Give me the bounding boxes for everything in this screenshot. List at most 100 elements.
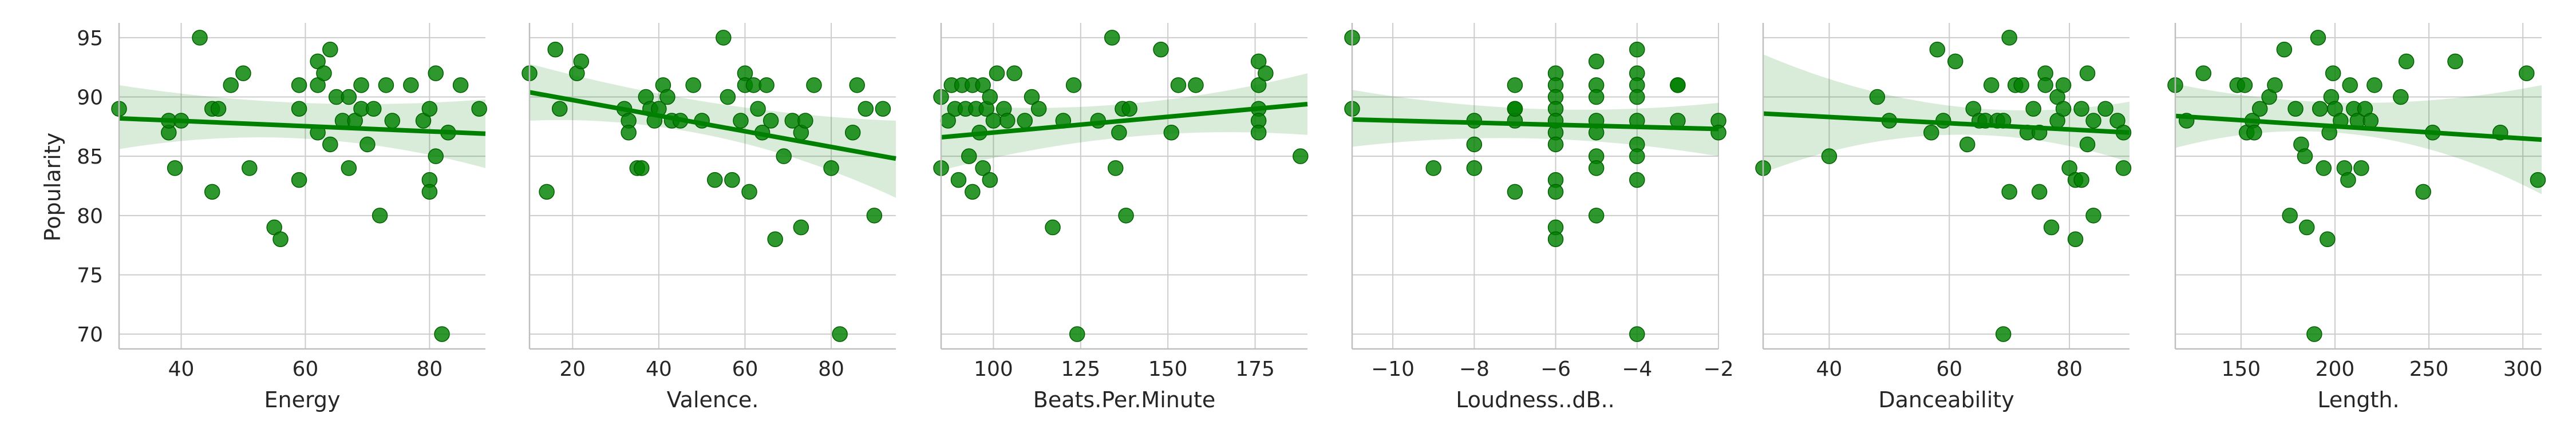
data-point	[2530, 172, 2546, 188]
x-tick-label: 80	[416, 357, 442, 381]
data-point	[975, 160, 991, 176]
data-point	[1507, 77, 1523, 93]
data-point	[316, 65, 332, 81]
data-point	[758, 77, 775, 93]
regression-line	[2175, 113, 2542, 142]
data-point	[797, 113, 813, 129]
data-point	[1069, 326, 1085, 342]
regression-line	[1763, 111, 2130, 135]
x-tick-label: 150	[1148, 357, 1188, 381]
data-point	[2340, 172, 2356, 188]
data-point	[2518, 65, 2535, 81]
x-axis-label: Length.	[2317, 387, 2399, 412]
data-point	[2298, 219, 2315, 236]
data-point	[2325, 65, 2341, 81]
data-point	[2316, 160, 2332, 176]
data-point	[1629, 148, 1645, 164]
data-point	[1045, 219, 1061, 236]
data-point	[341, 89, 357, 105]
y-tick-label: 70	[77, 323, 103, 347]
x-axis-label: Danceability	[1878, 387, 2014, 412]
data-point	[452, 77, 469, 93]
data-point	[720, 89, 736, 105]
data-point	[975, 77, 991, 93]
data-point	[1588, 89, 1605, 105]
data-point	[2246, 124, 2262, 141]
x-tick-label: 60	[293, 357, 319, 381]
data-point	[1923, 124, 1939, 141]
data-point	[999, 113, 1016, 129]
y-tick-label: 95	[77, 27, 103, 50]
data-point	[2342, 77, 2358, 93]
data-point	[1065, 77, 1082, 93]
data-point	[2055, 77, 2072, 93]
data-point	[844, 124, 861, 141]
x-tick-label: 20	[559, 357, 586, 381]
data-point	[1588, 208, 1605, 224]
data-point	[434, 326, 450, 342]
x-tick-label: 80	[2056, 357, 2083, 381]
data-point	[849, 77, 865, 93]
facet-panel-5: 40 60 80 Danceability	[1755, 23, 2132, 412]
data-point	[2267, 77, 2283, 93]
data-point	[1425, 160, 1441, 176]
data-point	[1030, 101, 1047, 117]
data-point	[982, 89, 998, 105]
data-point	[2001, 30, 2017, 46]
data-point	[1959, 136, 1976, 153]
x-axis-label: Loudness..dB..	[1456, 387, 1615, 412]
data-point	[2287, 101, 2304, 117]
data-point	[372, 208, 388, 224]
data-point	[1629, 41, 1645, 58]
data-point	[741, 184, 757, 200]
x-tick-label: 125	[1061, 357, 1100, 381]
x-tick-label: 200	[2316, 357, 2355, 381]
data-point	[875, 101, 891, 117]
data-point	[2312, 101, 2328, 117]
data-point	[2079, 136, 2096, 153]
data-point	[2353, 160, 2369, 176]
data-point	[1547, 136, 1564, 153]
y-tick-label: 80	[77, 205, 103, 228]
x-tick-label: 80	[818, 357, 844, 381]
data-point	[365, 101, 382, 117]
data-point	[2073, 172, 2089, 188]
data-point	[359, 136, 376, 153]
data-point	[716, 30, 732, 46]
data-point	[2097, 101, 2113, 117]
confidence-band	[2175, 84, 2542, 194]
data-point	[1118, 208, 1134, 224]
data-point	[832, 326, 848, 342]
data-point	[2085, 208, 2101, 224]
data-point	[961, 148, 977, 164]
data-point	[291, 77, 307, 93]
data-point	[1929, 41, 1946, 58]
data-point	[1466, 136, 1483, 153]
data-point	[353, 77, 369, 93]
data-point	[1588, 53, 1605, 70]
data-point	[1507, 101, 1523, 117]
regression-line	[941, 101, 1308, 140]
data-point	[167, 160, 183, 176]
data-point	[573, 53, 590, 70]
facet-panel-6: 150 200 250 300 Length.	[2167, 23, 2546, 412]
data-point	[2398, 53, 2415, 70]
data-point	[2079, 65, 2096, 81]
x-tick-label: 150	[2222, 357, 2261, 381]
regression-line	[1352, 117, 1719, 132]
data-point	[1250, 77, 1267, 93]
data-point	[989, 65, 1005, 81]
data-point	[1629, 89, 1645, 105]
y-tick-label: 85	[77, 145, 103, 169]
data-point	[866, 208, 883, 224]
data-point	[1466, 160, 1483, 176]
facet-panel-1: 40 60 80 70 75 80 85 90 95 Energy	[77, 23, 487, 412]
data-point	[378, 77, 394, 93]
data-point	[2276, 41, 2293, 58]
data-point	[634, 160, 650, 176]
data-point	[2237, 77, 2253, 93]
x-tick-label: 60	[732, 357, 758, 381]
data-point	[750, 101, 766, 117]
data-point	[539, 184, 555, 200]
data-point	[823, 160, 839, 176]
